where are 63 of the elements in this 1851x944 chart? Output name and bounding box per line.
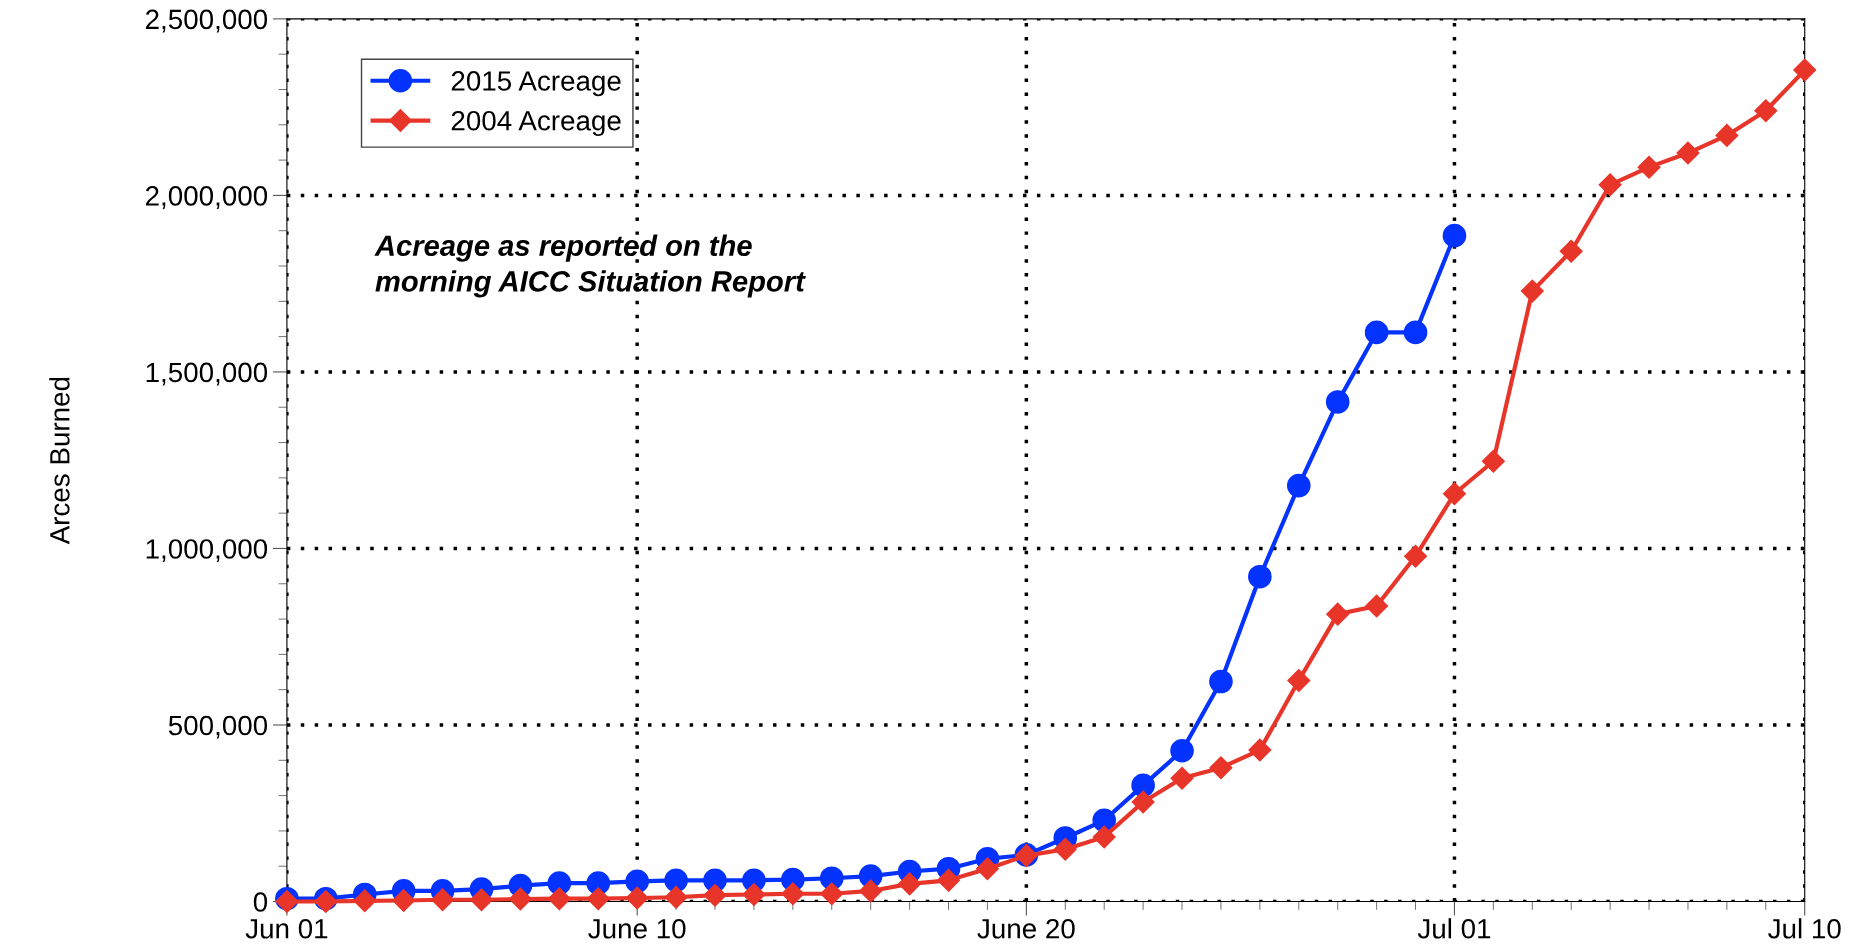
point xyxy=(1676,141,1700,165)
point xyxy=(859,879,883,903)
y-tick-label: 2,500,000 xyxy=(145,9,268,33)
point xyxy=(1598,173,1622,197)
point xyxy=(1092,825,1116,849)
x-tick-label: Jul 10 xyxy=(1768,918,1841,939)
point xyxy=(1131,790,1155,814)
point xyxy=(1364,320,1389,345)
point xyxy=(664,868,688,893)
point xyxy=(1325,390,1350,414)
legend-label: 2015 Acreage xyxy=(451,71,621,97)
point xyxy=(625,886,649,910)
x-tick-label: Jul 01 xyxy=(1417,918,1491,939)
point xyxy=(781,882,805,906)
point xyxy=(1170,766,1194,790)
point xyxy=(1287,669,1311,693)
x-tick-label: Jun 01 xyxy=(245,918,328,939)
point xyxy=(1248,564,1272,589)
point xyxy=(1248,738,1272,762)
annotation: Acreage as reported on the morning AICC Situation Report xyxy=(374,234,806,298)
point xyxy=(1481,449,1505,473)
point xyxy=(1754,99,1778,123)
point xyxy=(547,887,571,911)
x-tick-label: June 20 xyxy=(977,918,1075,939)
point xyxy=(703,883,727,907)
point xyxy=(664,885,688,909)
point xyxy=(1209,669,1233,694)
point xyxy=(1404,544,1428,568)
point xyxy=(508,887,532,911)
y-axis-title: Arces Burned xyxy=(49,377,70,545)
point xyxy=(353,889,377,913)
point xyxy=(975,857,999,881)
point xyxy=(1403,320,1428,345)
point xyxy=(1053,837,1077,861)
point xyxy=(431,888,455,912)
point xyxy=(469,888,493,912)
point xyxy=(1365,594,1389,618)
y-tick-label: 1,000,000 xyxy=(146,539,268,563)
point xyxy=(1326,602,1350,626)
point xyxy=(1131,773,1155,798)
y-tick-label: 2,000,000 xyxy=(145,186,268,210)
point xyxy=(820,882,844,906)
point xyxy=(1637,155,1661,179)
point xyxy=(1286,473,1311,498)
point xyxy=(1442,482,1466,506)
point xyxy=(1442,223,1467,248)
point xyxy=(625,869,649,894)
y-tick-label: 500,000 xyxy=(168,715,268,739)
point xyxy=(1793,58,1817,82)
point xyxy=(1209,756,1233,780)
point xyxy=(1559,239,1583,263)
x-tick-label: June 10 xyxy=(588,918,686,939)
point xyxy=(898,872,922,896)
point xyxy=(586,887,610,911)
point xyxy=(742,882,766,906)
point xyxy=(1170,738,1194,763)
y-tick-label: 1,500,000 xyxy=(146,362,268,386)
point xyxy=(392,888,416,912)
point xyxy=(1715,123,1739,147)
y-tick-label: 0 xyxy=(253,892,268,912)
point xyxy=(1520,279,1544,303)
point xyxy=(937,868,961,892)
legend-label: 2004 Acreage xyxy=(451,110,621,137)
